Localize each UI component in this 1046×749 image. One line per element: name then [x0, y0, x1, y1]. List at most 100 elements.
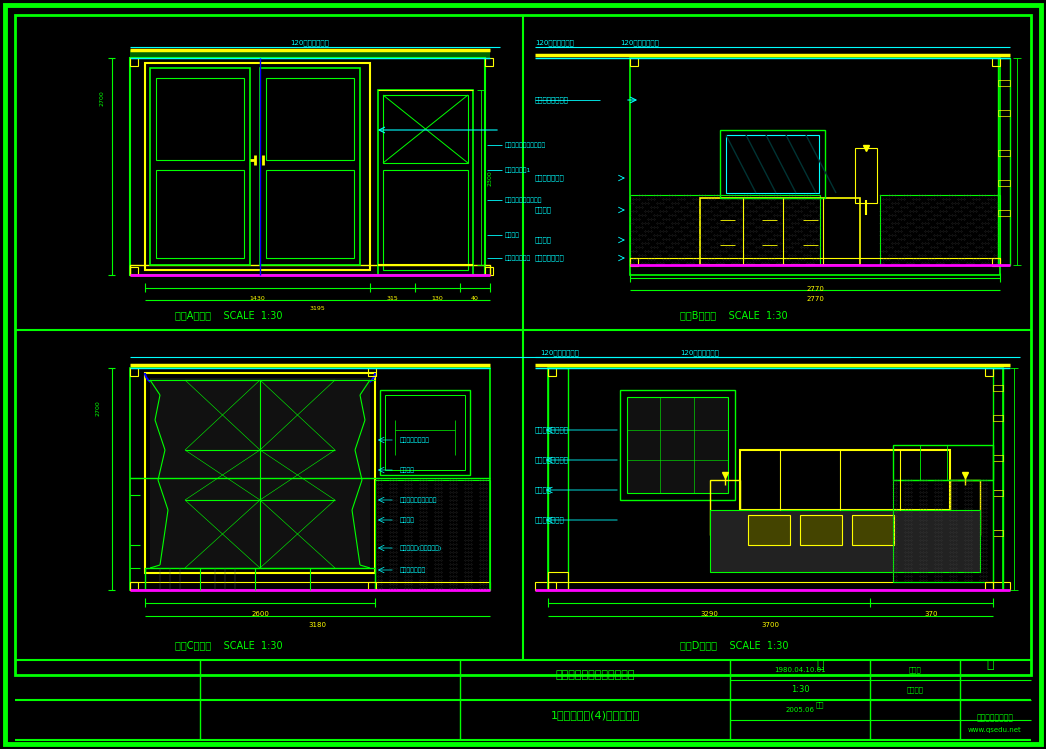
Text: 2700: 2700	[100, 90, 105, 106]
Bar	[710, 480, 740, 535]
Bar	[383, 95, 468, 163]
Bar	[376, 480, 490, 590]
Bar	[993, 368, 1003, 590]
Text: 九: 九	[816, 658, 824, 672]
Text: 艺术壁画: 艺术壁画	[535, 207, 552, 213]
Text: 2700: 2700	[95, 400, 100, 416]
Bar	[145, 373, 376, 573]
Bar	[548, 368, 568, 590]
Text: 1:30: 1:30	[791, 685, 810, 694]
Text: 1980.04.10.01: 1980.04.10.01	[774, 667, 825, 673]
Bar	[985, 582, 993, 590]
Text: 木饰面白代楼柜: 木饰面白代楼柜	[400, 567, 427, 573]
Bar	[998, 210, 1010, 216]
Text: 木饰面白色业安通工艺门: 木饰面白色业安通工艺门	[505, 142, 546, 148]
Bar	[700, 198, 860, 265]
Text: 施工图: 施工图	[909, 667, 922, 673]
Bar	[385, 395, 465, 470]
Bar	[130, 50, 490, 58]
Bar	[130, 58, 485, 275]
Text: 2300: 2300	[487, 170, 492, 186]
Bar	[368, 368, 376, 376]
Text: 木饰面白代楼柜: 木饰面白代楼柜	[535, 517, 565, 524]
Text: 370: 370	[925, 611, 938, 617]
Text: 布艺双帘: 布艺双帘	[400, 467, 415, 473]
Text: 1号碧桦板房(4)主卧立面图: 1号碧桦板房(4)主卧立面图	[550, 710, 639, 720]
Bar	[150, 68, 250, 265]
Bar	[548, 368, 1003, 590]
Bar	[156, 170, 244, 258]
Text: 大幅板花纹(山崩铸气片): 大幅板花纹(山崩铸气片)	[400, 545, 442, 551]
Text: 成品家具: 成品家具	[505, 232, 520, 237]
Text: 木饰面白色业安退让线: 木饰面白色业安退让线	[505, 197, 543, 203]
Bar	[548, 572, 568, 590]
Text: 3290: 3290	[700, 611, 718, 617]
Text: 墙面浅靠色乳胶漆: 墙面浅靠色乳胶漆	[400, 437, 430, 443]
Bar	[993, 385, 1003, 391]
Text: 墙面浅靠色乳胶漆: 墙面浅靠色乳胶漆	[535, 457, 569, 464]
Text: 木饰面白代楼柜: 木饰面白代楼柜	[535, 255, 565, 261]
Bar	[993, 455, 1003, 461]
Bar	[130, 582, 138, 590]
Bar	[998, 58, 1010, 265]
Text: 120白色石膏顶线: 120白色石膏顶线	[535, 40, 574, 46]
Text: 木饰面白色柜1: 木饰面白色柜1	[505, 167, 531, 173]
Bar	[368, 582, 376, 590]
Text: 成品家具: 成品家具	[535, 487, 552, 494]
Bar	[130, 368, 490, 590]
Bar	[150, 378, 370, 568]
Text: 3700: 3700	[761, 622, 779, 628]
Bar	[992, 258, 1000, 266]
Bar	[630, 195, 820, 265]
Bar	[15, 15, 1031, 675]
Text: 120白色石膏顶线: 120白色石膏顶线	[291, 40, 329, 46]
Text: 2005.06: 2005.06	[786, 707, 815, 713]
Bar	[993, 530, 1003, 536]
Bar	[548, 582, 556, 590]
Bar	[156, 78, 244, 160]
Bar	[985, 368, 993, 376]
Bar	[710, 510, 980, 572]
Bar	[992, 58, 1000, 66]
Bar	[998, 80, 1010, 86]
Text: 120白色石膏顶线: 120白色石膏顶线	[541, 350, 579, 357]
Bar	[998, 110, 1010, 116]
Bar	[998, 150, 1010, 156]
Bar	[800, 515, 842, 545]
Text: 3195: 3195	[310, 306, 325, 311]
Text: 2770: 2770	[806, 286, 824, 292]
Bar	[383, 170, 468, 270]
Bar	[130, 58, 138, 66]
Bar	[630, 58, 1000, 275]
Text: 木饰面白代楼柜: 木饰面白代楼柜	[505, 255, 531, 261]
Bar	[852, 515, 894, 545]
Text: 1430: 1430	[250, 296, 266, 301]
Bar	[145, 63, 370, 270]
Text: 墙面浅靠色乳胶漆: 墙面浅靠色乳胶漆	[535, 427, 569, 434]
Text: 审核: 审核	[816, 702, 824, 709]
Bar	[380, 390, 470, 475]
Text: 齐生设计职业学校: 齐生设计职业学校	[977, 714, 1014, 723]
Text: 木饰面白色业安装顶线: 木饰面白色业安装顶线	[400, 497, 437, 503]
Bar	[630, 258, 1000, 265]
Bar	[535, 582, 1010, 590]
Bar	[993, 415, 1003, 421]
Bar	[485, 267, 493, 275]
Bar	[630, 58, 638, 66]
Bar	[720, 130, 825, 198]
Bar	[627, 397, 728, 493]
Text: 大连亿达第五期样板房工程: 大连亿达第五期样板房工程	[555, 670, 635, 680]
Bar	[145, 568, 376, 590]
Text: 3180: 3180	[308, 622, 326, 628]
Text: 40: 40	[471, 296, 479, 301]
Bar	[485, 58, 493, 66]
Bar	[998, 180, 1010, 186]
Text: 艺术壁画: 艺术壁画	[400, 518, 415, 523]
Text: 九: 九	[986, 658, 994, 672]
Bar	[880, 195, 1000, 265]
Text: www.qsedu.net: www.qsedu.net	[969, 727, 1022, 733]
Bar	[266, 78, 354, 160]
Text: 120白色石膏顶线: 120白色石膏顶线	[620, 40, 659, 46]
Bar	[893, 480, 993, 582]
Bar	[378, 90, 473, 275]
